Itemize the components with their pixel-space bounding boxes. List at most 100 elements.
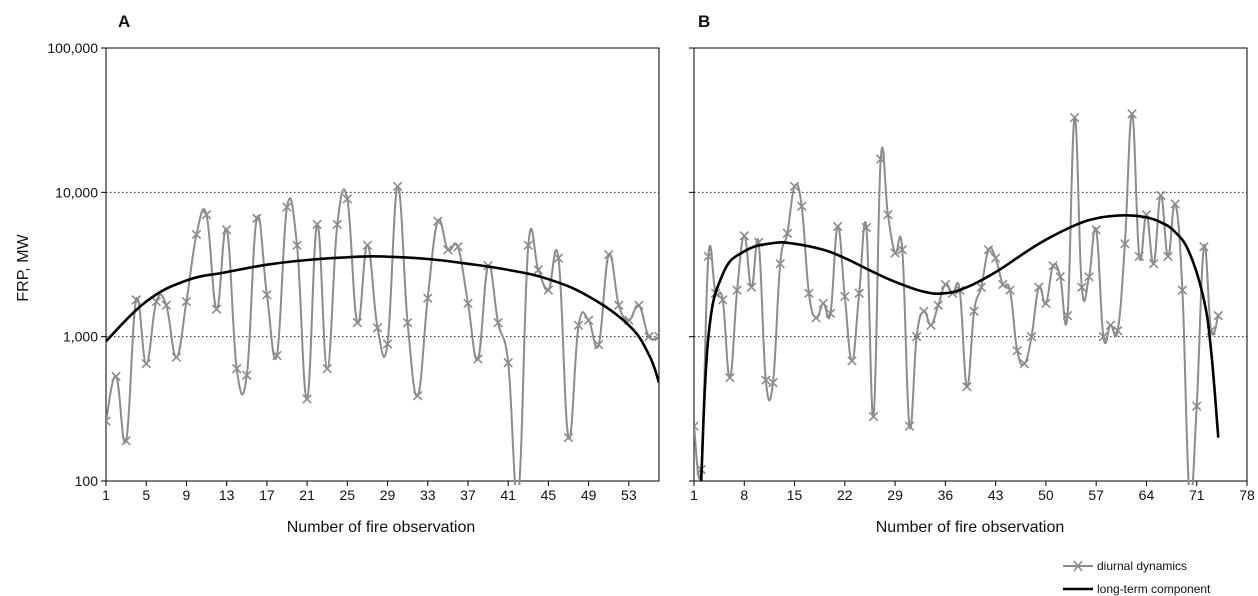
panel-b-diurnal-point-marker (725, 372, 735, 383)
panel-a-diurnal-point-marker (111, 371, 121, 382)
legend: diurnal dynamics long-term component (1063, 559, 1211, 596)
panel-b-x-tick-label: 8 (740, 487, 748, 503)
legend-diurnal-x-marker (1073, 560, 1083, 572)
panel-b-diurnal-point-marker (1077, 282, 1087, 293)
panel-a-diurnal-point-marker (262, 290, 272, 300)
panel-a-diurnal-point-marker (433, 216, 443, 227)
panel-a-diurnal-point-marker (654, 331, 659, 342)
panel-b-diurnal-point-marker (926, 320, 936, 331)
panel-b-x-tick-label: 36 (938, 487, 954, 503)
panel-a-diurnal-point-marker (181, 296, 192, 307)
panel-a-diurnal-point-marker (322, 363, 332, 374)
panel-b: B Number of fire observation 1 8 15 22 29 36 4… (689, 12, 1255, 536)
panel-b-diurnal-point-marker (1048, 260, 1058, 271)
panel-a-y-tick-label: 100 (75, 473, 99, 489)
panel-b-diurnal-point-marker (761, 375, 771, 385)
panel-b-diurnal-point-marker (796, 201, 807, 212)
legend-longterm-label: long-term component (1097, 582, 1211, 596)
panel-a-x-tick-label: 41 (500, 487, 516, 503)
panel-b-diurnal-point-marker (1112, 325, 1123, 336)
panel-b-diurnal-point-marker (868, 411, 879, 422)
panel-a-diurnal-point-marker (422, 293, 433, 303)
panel-a-diurnal-point-marker (392, 181, 403, 192)
panel-a-diurnal-point-marker (412, 390, 423, 401)
panel-b-diurnal-point-marker (1148, 258, 1159, 269)
panel-b-diurnal-point-marker (854, 288, 864, 298)
panel-b-diurnal-point-marker (847, 356, 857, 366)
panel-a-diurnal-point-marker (644, 331, 654, 342)
panel-a-long-term-component-line (106, 255, 659, 384)
panel-a-diurnal-point-marker (106, 416, 111, 426)
panel-b-diurnal-point-marker (768, 377, 778, 388)
panel-a-y-tick-label: 1,000 (63, 329, 98, 345)
panel-a-diurnal-dynamics-line (106, 185, 659, 485)
panel-a-diurnal-point-marker (141, 358, 151, 369)
panel-a-diurnal-point-marker (201, 209, 212, 220)
panel-b-long-term-component-line (699, 213, 1220, 482)
panel-a-diurnal-point-marker (463, 298, 473, 309)
panel-a-diurnal-point-marker (272, 350, 282, 361)
panel-b-diurnal-point-marker (1199, 241, 1209, 252)
panel-b-x-tick-label: 64 (1139, 487, 1155, 503)
panel-b-diurnal-point-marker (739, 231, 750, 241)
panel-a-x-tick-label: 29 (380, 487, 396, 503)
panel-b-diurnal-point-marker (1156, 190, 1166, 201)
panel-b-diurnal-point-marker (703, 251, 714, 262)
panel-b-diurnal-point-marker (1041, 298, 1051, 309)
panel-a-y-axis-title: FRP, MW (15, 233, 32, 301)
panel-b-diurnal-point-marker (1127, 109, 1137, 119)
panel-b-diurnal-point-marker (782, 228, 793, 239)
panel-a-diurnal-point-marker (211, 304, 222, 314)
panel-b-diurnal-point-marker (1026, 331, 1037, 342)
panel-a-diurnal-point-marker (453, 241, 463, 252)
panel-a-diurnal-point-marker (292, 240, 302, 251)
panel-b-diurnal-point-marker (904, 421, 915, 431)
panel-a-letter: A (118, 12, 130, 31)
panel-b-diurnal-point-marker (976, 282, 987, 293)
panel-b-diurnal-point-marker (1120, 239, 1130, 249)
panel-a-x-tick-label: 45 (541, 487, 557, 503)
panel-b-diurnal-dynamics-line (694, 112, 1220, 485)
panel-b-diurnal-point-marker (983, 245, 994, 255)
panel-b-diurnal-point-marker (875, 154, 886, 164)
panel-a-diurnal-point-marker (614, 300, 624, 311)
panel-b-diurnal-point-marker (789, 181, 800, 192)
panel-b-diurnal-point-marker (1005, 285, 1015, 295)
panel-b-x-tick-label: 78 (1239, 487, 1255, 503)
panel-a-x-tick-label: 1 (102, 487, 110, 503)
panel-b-x-tick-label: 15 (787, 487, 803, 503)
panel-a-plot-frame (105, 47, 660, 482)
panel-a-diurnal-point-marker (282, 202, 292, 212)
panel-b-diurnal-point-marker (969, 306, 979, 317)
panel-a-diurnal-point-marker (161, 300, 172, 311)
panel-a-diurnal-point-marker (543, 285, 554, 295)
panel-a-diurnal-point-marker (493, 317, 503, 328)
panel-b-x-tick-label: 57 (1088, 487, 1104, 503)
panel-b-diurnal-point-marker (919, 306, 929, 317)
panel-a-diurnal-point-marker (302, 394, 312, 404)
panel-b-plot-frame (693, 47, 1248, 482)
panel-a-diurnal-point-marker (473, 354, 483, 364)
panel-b-diurnal-point-marker (832, 221, 843, 232)
panel-a-diurnal-point-marker (332, 219, 343, 230)
panel-a-diurnal-point-marker (241, 370, 252, 381)
panel-a-x-tick-label: 9 (183, 487, 191, 503)
panel-a-diurnal-point-marker (553, 253, 564, 263)
panel-b-diurnal-point-marker (1069, 112, 1080, 123)
panel-a-diurnal-point-marker (312, 219, 322, 230)
panel-b-diurnal-point-marker (804, 288, 814, 298)
panel-b-diurnal-point-marker (1033, 282, 1044, 293)
panel-a-diurnal-point-marker (503, 357, 513, 368)
panel-b-x-tick-label: 1 (690, 487, 698, 503)
panel-a-x-tick-label: 49 (581, 487, 597, 503)
panel-a-diurnal-point-marker (634, 300, 644, 311)
panel-b-diurnal-point-marker (1091, 225, 1101, 235)
panel-a-diurnal-point-marker (131, 295, 141, 305)
panel-a-diurnal-point-marker (583, 315, 594, 325)
panel-a-diurnal-point-marker (252, 213, 262, 224)
panel-b-x-tick-label: 50 (1038, 487, 1054, 503)
panel-a-diurnal-point-marker (121, 436, 131, 446)
panel-a-diurnal-point-marker (382, 339, 393, 349)
panel-b-diurnal-point-marker (1098, 331, 1109, 342)
panel-b-diurnal-point-marker (775, 258, 785, 269)
